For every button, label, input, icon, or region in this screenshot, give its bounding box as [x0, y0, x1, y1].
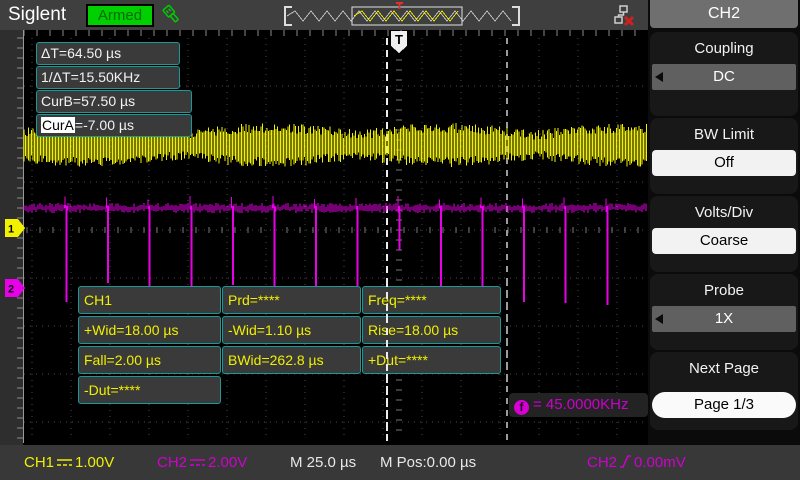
ch1-scale-readout: CH1 1.00V — [24, 454, 115, 471]
menu-label-probe: Probe — [703, 282, 745, 299]
lan-disconnected-icon — [612, 4, 640, 33]
menu-label-bw-limit: BW Limit — [694, 126, 754, 143]
dc-coupling-icon — [57, 459, 73, 466]
sidebar-menu: CH2 Coupling DC BW Limit Off Volts/Div C… — [648, 0, 800, 445]
menu-value-probe[interactable]: 1X — [652, 306, 796, 332]
measure-cell-fall: Fall=2.00 µs — [78, 346, 221, 374]
measure-cell-prd: Prd=**** — [222, 286, 361, 314]
measure-cell-pos-wid: +Wid=18.00 µs — [78, 316, 221, 344]
menu-item-next-page[interactable]: Next Page Page 1/3 — [650, 352, 798, 430]
measure-cell-freq: Freq=**** — [362, 286, 501, 314]
dc-coupling-icon — [190, 459, 206, 466]
menu-value-next-page[interactable]: Page 1/3 — [652, 392, 796, 418]
arrow-left-icon — [655, 314, 663, 324]
trigger-status-badge: Armed — [86, 4, 154, 27]
bottom-status-bar: CH1 1.00V CH2 2.00V M 25.0 µs M Pos:0.00 µ… — [0, 445, 800, 480]
menu-label-volts-div: Volts/Div — [694, 204, 754, 221]
cursor-delta-t-readout: ΔT=64.50 µs — [36, 42, 180, 65]
sidebar-title: CH2 — [650, 0, 798, 28]
menu-value-bw-limit[interactable]: Off — [652, 150, 796, 176]
measure-cell-pos-dut: +Dut=**** — [362, 346, 501, 374]
menu-label-coupling: Coupling — [694, 40, 754, 57]
rising-edge-icon — [620, 455, 632, 468]
arrow-left-icon — [655, 72, 663, 82]
freq-counter-icon: f — [514, 400, 529, 415]
menu-item-probe[interactable]: Probe 1X — [650, 274, 798, 350]
menu-value-volts-div[interactable]: Coarse — [652, 228, 796, 254]
left-ruler-strip — [0, 30, 23, 445]
frequency-counter: f = 45.0000KHz — [509, 393, 648, 417]
measure-cell-source: CH1 — [78, 286, 221, 314]
menu-item-volts-div[interactable]: Volts/Div Coarse — [650, 196, 798, 272]
trigger-level-readout: CH2 0.00mV — [587, 454, 686, 471]
cursor-inverse-delta-t-readout: 1/ΔT=15.50KHz — [36, 66, 180, 89]
measure-cell-neg-wid: -Wid=1.10 µs — [222, 316, 361, 344]
menu-item-coupling[interactable]: Coupling DC — [650, 32, 798, 116]
cursor-a-readout: CurA=-7.00 µs — [36, 114, 192, 137]
usb-icon — [160, 3, 184, 32]
brand-logo: Siglent — [8, 4, 67, 25]
timebase-readout: M 25.0 µs — [290, 454, 357, 471]
menu-value-coupling[interactable]: DC — [652, 64, 796, 90]
cursor-b-readout: CurB=57.50 µs — [36, 90, 192, 113]
menu-item-bw-limit[interactable]: BW Limit Off — [650, 118, 798, 194]
trigger-position-readout: M Pos:0.00 µs — [380, 454, 477, 471]
measure-cell-neg-dut: -Dut=**** — [78, 376, 221, 404]
ch2-scale-readout: CH2 2.00V — [157, 454, 248, 471]
menu-label-next-page: Next Page — [688, 360, 760, 377]
measure-cell-rise: Rise=18.00 µs — [362, 316, 501, 344]
measure-cell-bwid: BWid=262.8 µs — [222, 346, 361, 374]
cursor-a-selected-label: CurA — [41, 117, 75, 133]
